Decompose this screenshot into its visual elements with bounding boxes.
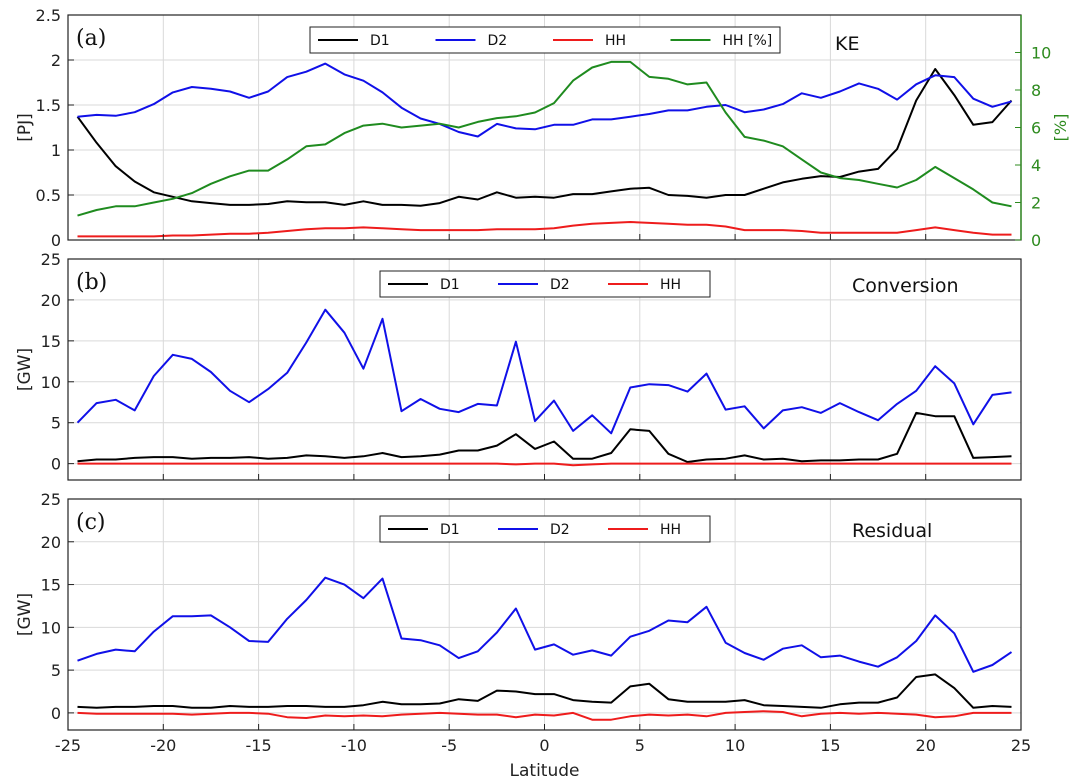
y-tick-label: 25 xyxy=(41,250,61,269)
legend-label: D2 xyxy=(550,522,570,538)
series-line-d2 xyxy=(77,62,1012,138)
legend-box xyxy=(379,515,711,543)
panel-tag: (c) xyxy=(76,510,106,535)
y-tick-label: 15 xyxy=(41,332,61,351)
x-tick-label: -25 xyxy=(55,736,81,755)
x-tick-label: -15 xyxy=(246,736,272,755)
y-axis-label: [PJ] xyxy=(15,113,35,142)
y-tick-label: 0 xyxy=(51,455,61,474)
x-tick-label: 0 xyxy=(539,736,549,755)
y-tick-label: 20 xyxy=(41,291,61,310)
legend-label: D1 xyxy=(370,33,390,49)
x-tick-label: -5 xyxy=(441,736,457,755)
y-tick-label: 2 xyxy=(51,51,61,70)
right-axis-label: [%] xyxy=(1051,114,1070,142)
x-tick-label: -10 xyxy=(341,736,367,755)
legend-label: HH xyxy=(605,33,626,49)
panel-title: Conversion xyxy=(852,275,959,297)
legend-label: D1 xyxy=(440,522,460,538)
x-tick-label: -20 xyxy=(150,736,176,755)
series-line-hh xyxy=(77,221,1012,238)
right-tick-label: 8 xyxy=(1031,81,1041,100)
series-line-d1 xyxy=(77,411,1012,463)
legend-label: HH xyxy=(660,522,681,538)
series-line-d1 xyxy=(77,673,1012,709)
y-tick-label: 15 xyxy=(41,576,61,595)
y-tick-label: 25 xyxy=(41,490,61,509)
x-tick-label: 25 xyxy=(1011,736,1031,755)
right-tick-label: 0 xyxy=(1031,231,1041,250)
y-tick-label: 2.5 xyxy=(36,6,61,25)
y-tick-label: 0.5 xyxy=(36,186,61,205)
y-tick-label: 1 xyxy=(51,141,61,160)
y-tick-label: 10 xyxy=(41,618,61,637)
right-tick-label: 2 xyxy=(1031,194,1041,213)
series-line-d1 xyxy=(76,68,1013,207)
y-tick-label: 20 xyxy=(41,533,61,552)
x-tick-label: 15 xyxy=(820,736,840,755)
panel-tag: (a) xyxy=(76,26,106,51)
y-tick-label: 10 xyxy=(41,373,61,392)
y-tick-label: 5 xyxy=(51,414,61,433)
y-axis-label: [GW] xyxy=(15,593,35,636)
panel-title: Residual xyxy=(852,520,932,542)
legend-label: D1 xyxy=(440,277,460,293)
y-tick-label: 0 xyxy=(51,704,61,723)
panel-title: KE xyxy=(835,33,859,55)
x-tick-label: 5 xyxy=(635,736,645,755)
x-axis-label: Latitude xyxy=(510,761,580,780)
legend-box xyxy=(379,270,711,298)
series-line-d2 xyxy=(77,576,1013,673)
legend-label: HH xyxy=(660,277,681,293)
y-tick-label: 5 xyxy=(51,661,61,680)
right-tick-label: 4 xyxy=(1031,156,1041,175)
legend-label: D2 xyxy=(488,33,508,49)
legend-label: D2 xyxy=(550,277,570,293)
right-tick-label: 10 xyxy=(1031,44,1051,63)
y-tick-label: 0 xyxy=(51,231,61,250)
x-tick-label: 10 xyxy=(725,736,745,755)
series-line-hh xyxy=(77,710,1012,721)
legend-label: HH [%] xyxy=(723,33,773,49)
right-tick-label: 6 xyxy=(1031,119,1041,138)
y-tick-label: 1.5 xyxy=(36,96,61,115)
y-axis-label: [GW] xyxy=(15,348,35,391)
series-line-d2 xyxy=(76,308,1012,435)
series-line-hh xyxy=(77,462,1012,467)
series-line-hh- xyxy=(77,60,1012,217)
x-tick-label: 20 xyxy=(916,736,936,755)
panel-tag: (b) xyxy=(76,270,107,295)
